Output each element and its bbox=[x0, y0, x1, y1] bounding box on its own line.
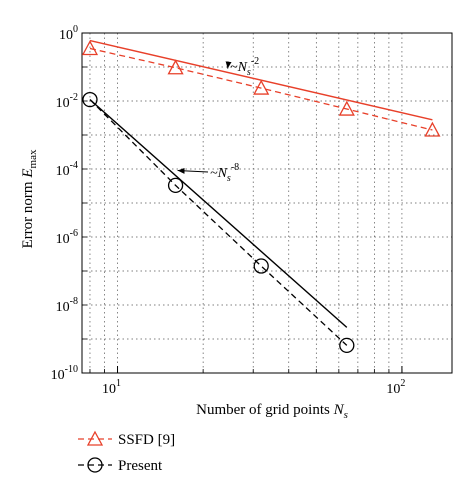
y-axis-title: Error norm Emax bbox=[20, 149, 39, 248]
legend-label-present: Present bbox=[118, 458, 163, 474]
grid-lines bbox=[82, 32, 452, 374]
triangle-marker bbox=[167, 59, 184, 75]
series-line bbox=[89, 47, 433, 131]
triangle-marker bbox=[81, 40, 99, 56]
axis-ticks: 101 102 100 10-2 10-4 10-6 10-8 10-10 bbox=[51, 24, 406, 397]
circle-marker bbox=[82, 91, 98, 108]
series-present bbox=[82, 91, 355, 354]
series-ssfd bbox=[81, 39, 441, 137]
circle-marker bbox=[167, 177, 184, 194]
slope-annotation: ~Ns-8 bbox=[210, 162, 239, 184]
legend-item-ssfd: SSFD [9] bbox=[78, 430, 175, 448]
y-tick-label: 10-8 bbox=[56, 296, 78, 315]
circle-marker bbox=[339, 337, 355, 354]
x-tick-label: 101 bbox=[102, 378, 121, 397]
circle-marker bbox=[253, 258, 269, 274]
legend-item-present: Present bbox=[78, 457, 163, 474]
legend-triangle-icon bbox=[86, 430, 104, 446]
legend: SSFD [9] Present bbox=[78, 430, 175, 474]
reference-slope-line bbox=[89, 99, 348, 328]
x-axis-title: Number of grid points Ns bbox=[196, 402, 348, 421]
triangle-marker bbox=[424, 121, 441, 137]
slope-annotation: ~Ns-2 bbox=[230, 56, 259, 78]
y-tick-label: 10-6 bbox=[56, 228, 78, 247]
y-tick-label: 10-4 bbox=[56, 160, 78, 179]
y-tick-label: 10-10 bbox=[51, 364, 78, 383]
annotation-arrow bbox=[177, 167, 209, 174]
y-tick-label: 10-2 bbox=[56, 92, 78, 111]
series-group bbox=[81, 39, 441, 354]
legend-circle-icon bbox=[87, 457, 103, 473]
y-tick-label: 100 bbox=[59, 24, 78, 43]
annotations: ~Ns-2 ~Ns-8 bbox=[177, 56, 259, 184]
triangle-marker bbox=[338, 100, 355, 116]
series-line bbox=[89, 99, 348, 346]
x-tick-label: 102 bbox=[386, 378, 405, 397]
legend-label-ssfd: SSFD [9] bbox=[118, 432, 175, 448]
triangle-marker bbox=[253, 79, 270, 95]
